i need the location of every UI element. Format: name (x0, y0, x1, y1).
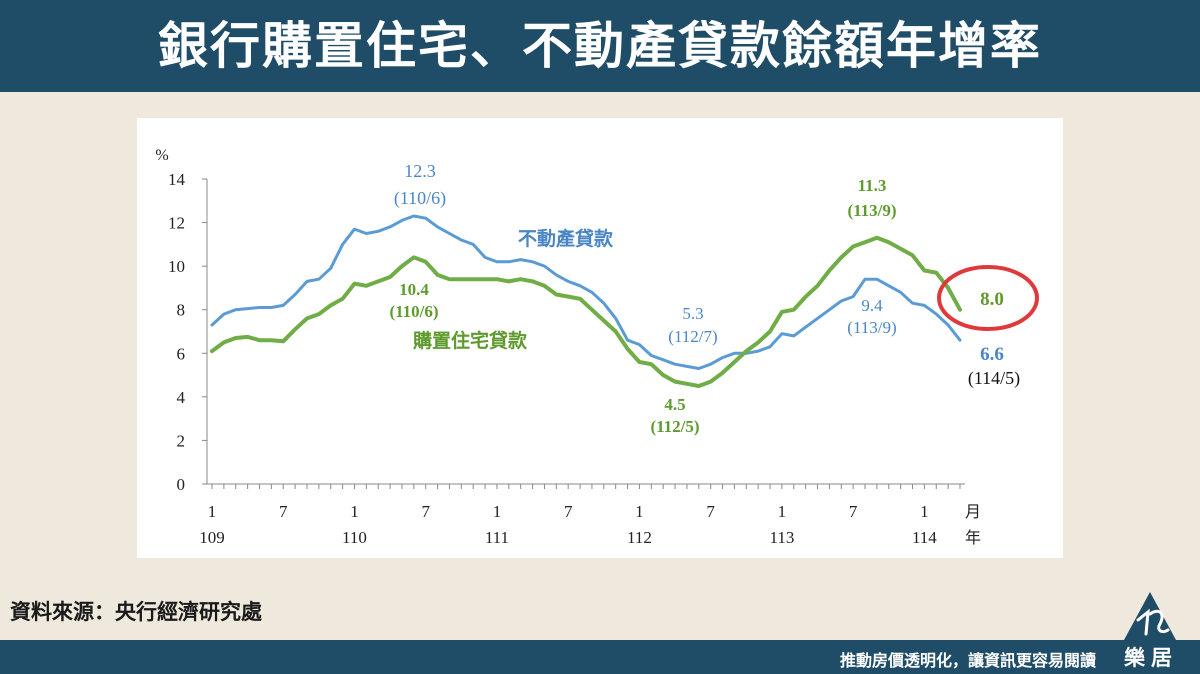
y-unit-label: % (155, 147, 168, 164)
footer-bar (0, 640, 1200, 674)
x-year-axis-label: 年 (965, 528, 981, 547)
green-peak2-value: 11.3 (858, 176, 887, 195)
green-peak-date: (110/6) (389, 302, 438, 321)
blue-series-name: 不動產貸款 (518, 227, 614, 250)
y-tick-label: 4 (177, 388, 186, 407)
green-last-value: 8.0 (980, 289, 1004, 310)
x-year-tick-label: 112 (627, 528, 652, 547)
y-tick-label: 12 (168, 214, 185, 233)
y-tick-label: 2 (177, 431, 186, 450)
x-month-tick-label: 7 (849, 502, 858, 521)
y-tick-label: 10 (168, 257, 185, 276)
blue-peak-value: 12.3 (404, 161, 436, 181)
logo-text: 樂居 (1124, 646, 1178, 670)
y-tick-label: 8 (177, 301, 186, 320)
x-year-tick-label: 114 (912, 528, 937, 547)
blue-peak2-value: 9.4 (861, 296, 883, 315)
x-year-tick-label: 111 (485, 528, 509, 547)
page-title: 銀行購置住宅、不動產貸款餘額年增率 (158, 17, 1042, 75)
x-year-tick-label: 110 (342, 528, 367, 547)
blue-trough-date: (112/7) (668, 327, 717, 346)
x-month-tick-label: 7 (421, 502, 430, 521)
line-chart: 0 2 4 6 8 10 12 14 1 7 1 7 1 7 1 7 1 7 1 109 110 111 112 113 114… (155, 147, 1039, 547)
real-estate-loan-line (210, 214, 962, 370)
green-trough-date: (112/5) (650, 417, 699, 436)
x-month-tick-label: 1 (920, 502, 929, 521)
x-year-tick-label: 113 (769, 528, 794, 547)
green-series-name: 購置住宅貸款 (413, 329, 528, 352)
y-tick-label: 6 (177, 344, 186, 363)
x-month-tick-label: 7 (564, 502, 573, 521)
blue-peak2-date: (113/9) (847, 318, 896, 337)
green-peak-value: 10.4 (399, 280, 429, 299)
y-tick-label: 14 (168, 170, 186, 189)
blue-peak-date: (110/6) (394, 188, 446, 209)
green-trough-value: 4.5 (664, 395, 685, 414)
x-month-tick-label: 1 (493, 502, 502, 521)
x-month-tick-label: 1 (208, 502, 217, 521)
x-month-tick-label: 1 (778, 502, 787, 521)
highlight-circle (937, 265, 1039, 331)
x-month-tick-label: 7 (706, 502, 715, 521)
x-year-tick-label: 109 (199, 528, 225, 547)
x-month-axis-label: 月 (965, 502, 981, 521)
footer-slogan: 推動房價透明化，讓資訊更容易閱讀 (839, 651, 1096, 670)
data-source: 資料來源：央行經濟研究處 (10, 600, 262, 624)
blue-trough-value: 5.3 (682, 304, 703, 323)
blue-last-value: 6.6 (980, 344, 1004, 365)
green-peak2-date: (113/9) (847, 201, 896, 220)
chart-panel: 0 2 4 6 8 10 12 14 1 7 1 7 1 7 1 7 1 7 1 109 110 111 112 113 114… (137, 118, 1063, 558)
home-purchase-loan-line (210, 235, 962, 388)
x-month-tick-label: 1 (350, 502, 359, 521)
header-bar (0, 0, 1200, 92)
y-tick-label: 0 (177, 475, 186, 494)
last-date: (114/5) (968, 368, 1020, 389)
leju-logo-icon (1124, 592, 1176, 640)
x-month-tick-label: 7 (279, 502, 288, 521)
x-month-tick-label: 1 (635, 502, 644, 521)
